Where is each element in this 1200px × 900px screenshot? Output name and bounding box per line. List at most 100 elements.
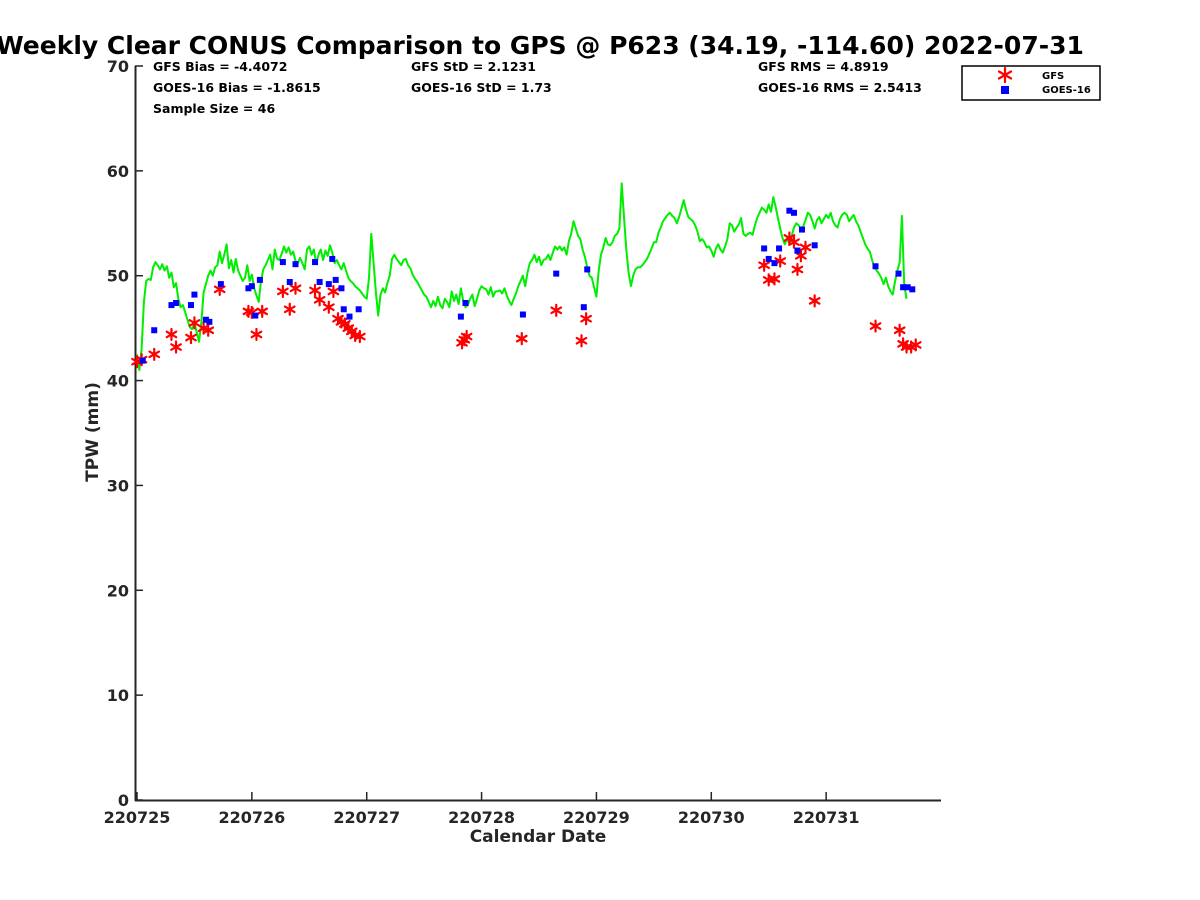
gfs-point	[808, 294, 821, 308]
y-tick-label: 20	[107, 581, 129, 600]
goes-point	[329, 255, 336, 262]
goes-point	[332, 276, 339, 283]
gfs-point	[869, 319, 882, 333]
x-ticks: 220725 220726 220727 220728 220729 220730 2207…	[104, 792, 860, 827]
gfs-point	[313, 293, 326, 307]
goes-point	[584, 266, 591, 273]
gfs-point	[202, 323, 215, 337]
gfs-point	[799, 240, 812, 255]
goes-point	[312, 259, 319, 266]
gfs-point	[791, 262, 804, 277]
goes-point	[895, 270, 902, 277]
goes-point	[252, 312, 259, 319]
goes-point	[776, 245, 783, 252]
goes-point	[217, 281, 224, 288]
gfs-point	[515, 332, 528, 346]
goes-point	[340, 306, 347, 313]
x-tick-label: 220729	[563, 808, 630, 827]
goes-point	[761, 245, 768, 252]
gfs-point	[758, 258, 770, 272]
y-axis-label: TPW (mm)	[83, 382, 103, 482]
goes-point	[786, 207, 793, 214]
goes-point	[765, 255, 772, 262]
gfs-point	[185, 330, 197, 345]
stat-gfs-bias: GFS Bias = -4.4072	[153, 59, 287, 74]
stat-gfs-rms: GFS RMS = 4.8919	[758, 59, 889, 74]
goes-point	[248, 283, 255, 290]
gfs-point	[580, 312, 592, 326]
gfs-point	[277, 284, 289, 299]
gfs-point	[783, 231, 796, 245]
gfs-point	[795, 249, 807, 263]
goes-point	[245, 285, 252, 292]
goes-point	[580, 304, 587, 311]
stat-gfs-std: GFS StD = 2.1231	[411, 59, 536, 74]
y-tick-label: 60	[107, 162, 129, 181]
goes-point	[151, 327, 158, 334]
chart-title: Weekly Clear CONUS Comparison to GPS @ P…	[0, 31, 1084, 60]
axes	[134, 66, 941, 802]
x-tick-label: 220726	[218, 808, 285, 827]
gfs-point	[256, 304, 269, 318]
goes-point	[790, 209, 797, 216]
legend-gfs-marker	[997, 66, 1013, 84]
goes-point	[355, 306, 362, 313]
y-ticks: 0 10 20 30 40 50 60 70	[107, 57, 143, 810]
gfs-point	[768, 272, 781, 286]
stat-goes-rms: GOES-16 RMS = 2.5413	[758, 80, 922, 95]
goes-point	[292, 261, 299, 268]
x-axis-label: Calendar Date	[470, 827, 607, 847]
goes-point	[872, 263, 879, 270]
gfs-point	[170, 340, 182, 354]
gfs-point	[309, 283, 321, 297]
goes-point	[553, 270, 560, 277]
y-tick-label: 50	[107, 267, 129, 286]
y-tick-label: 70	[107, 57, 129, 76]
gfs-point	[148, 347, 161, 361]
gfs-point	[289, 281, 302, 295]
gfs-point	[322, 300, 335, 314]
goes-point	[794, 247, 801, 254]
x-tick-label: 220730	[678, 808, 745, 827]
goes-point	[900, 284, 907, 291]
x-tick-label: 220731	[793, 808, 860, 827]
goes-point	[519, 311, 526, 318]
legend-gfs-label: GFS	[1042, 71, 1064, 82]
goes-point	[346, 313, 353, 320]
goes-point	[187, 302, 194, 309]
y-tick-label: 40	[107, 372, 129, 391]
gfs-point	[893, 323, 906, 337]
legend-gfs-asterisk	[997, 66, 1013, 84]
legend-box	[961, 65, 1101, 101]
goes-point	[325, 281, 332, 288]
goes-point	[811, 242, 818, 249]
goes-point	[909, 286, 916, 293]
legend-goes-label: GOES-16	[1042, 85, 1091, 96]
gfs-point	[575, 334, 588, 348]
y-tick-label: 0	[118, 791, 129, 810]
stat-goes-bias: GOES-16 Bias = -1.8615	[153, 80, 321, 95]
gfs-point	[327, 284, 340, 299]
goes-point	[338, 285, 345, 292]
y-tick-label: 10	[107, 686, 129, 705]
gfs-point	[188, 316, 201, 330]
y-tick-label: 30	[107, 476, 129, 495]
stat-goes-std: GOES-16 StD = 1.73	[411, 80, 552, 95]
x-tick-label: 220727	[333, 808, 400, 827]
gfs-point	[283, 302, 296, 316]
goes-point	[206, 318, 213, 325]
stat-sample-size: Sample Size = 46	[153, 101, 275, 116]
gfs-point	[353, 329, 366, 344]
gfs-point	[460, 329, 473, 344]
x-tick-label: 220725	[104, 808, 171, 827]
goes-point	[202, 316, 209, 323]
goes-point	[457, 313, 464, 320]
goes-point	[904, 284, 911, 291]
goes-point	[279, 259, 286, 266]
legend-goes-marker	[1001, 86, 1009, 94]
goes-point	[256, 276, 263, 283]
plot-area	[131, 182, 922, 372]
x-tick-label: 220728	[448, 808, 515, 827]
goes-point	[168, 302, 175, 309]
goes-point	[173, 299, 180, 306]
